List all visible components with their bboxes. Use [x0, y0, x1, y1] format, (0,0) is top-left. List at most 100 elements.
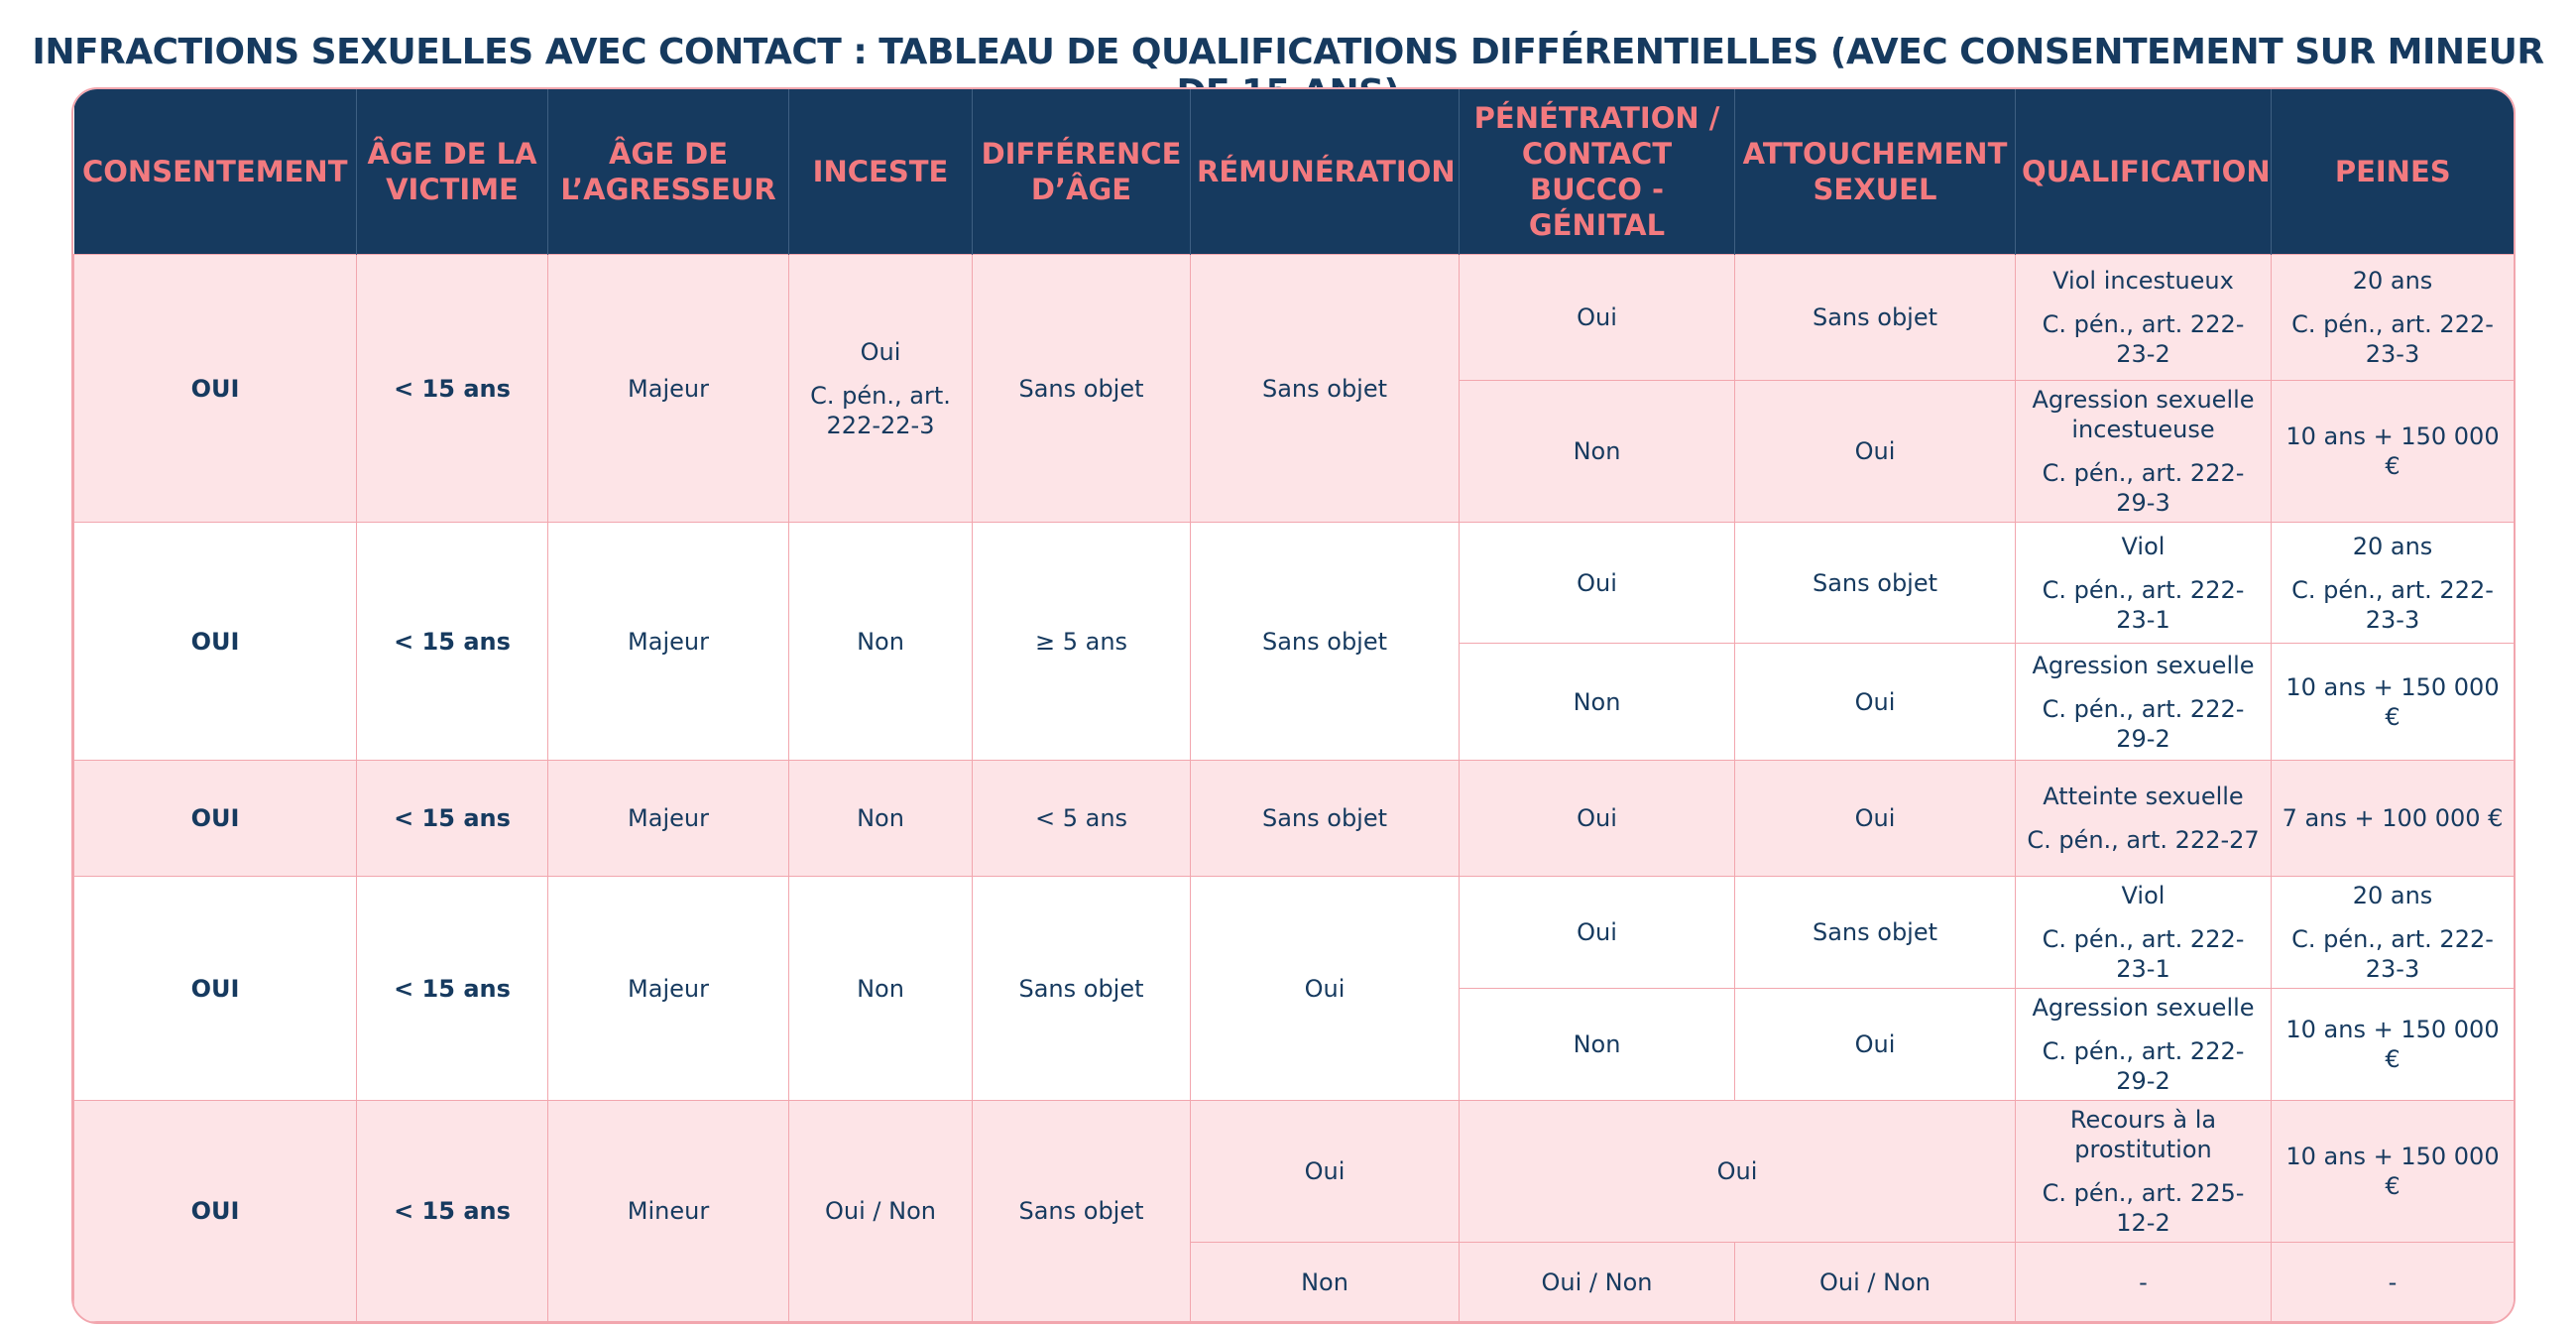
cell-line: C. pén., art. 222-29-2	[2042, 694, 2245, 753]
cell: OUI	[73, 876, 357, 1101]
cell: < 15 ans	[356, 522, 548, 761]
cell-line: Viol incestueux	[2052, 267, 2234, 295]
column-header: DIFFÉRENCE D’ÂGE	[972, 89, 1191, 255]
cell: Recours à la prostitution C. pén., art. 2…	[2015, 1100, 2272, 1243]
cell: < 15 ans	[356, 876, 548, 1101]
column-header: QUALIFICATION	[2015, 89, 2272, 255]
cell-line: C. pén., art. 222-29-2	[2042, 1037, 2245, 1095]
cell: Oui / Non	[788, 1100, 973, 1322]
cell: -	[2015, 1242, 2272, 1322]
cell: ≥ 5 ans	[972, 522, 1191, 761]
cell-line: Atteinte sexuelle	[2043, 783, 2244, 810]
cell: Mineur	[547, 1100, 789, 1322]
cell: Non	[1459, 643, 1735, 761]
cell: Oui	[1734, 760, 2016, 877]
cell: Atteinte sexuelle C. pén., art. 222-27	[2015, 760, 2272, 877]
cell-line: C. pén., art. 222-23-1	[2042, 925, 2245, 983]
cell: Oui / Non	[1459, 1242, 1735, 1322]
column-header: PEINES	[2271, 89, 2514, 255]
cell: OUI	[73, 760, 357, 877]
cell: Non	[788, 876, 973, 1101]
cell: < 15 ans	[356, 254, 548, 523]
cell-line: Viol	[2121, 882, 2166, 909]
column-header: PÉNÉTRATION / CONTACT BUCCO -GÉNITAL	[1459, 89, 1735, 255]
cell: Agression sexuelle incestueuse C. pén., a…	[2015, 380, 2272, 523]
cell: Majeur	[547, 876, 789, 1101]
cell: < 15 ans	[356, 1100, 548, 1322]
cell: Non	[1459, 380, 1735, 523]
table-frame: CONSENTEMENT ÂGE DE LA VICTIME ÂGE DE L’AG…	[71, 87, 2516, 1324]
cell: Oui	[1190, 876, 1460, 1101]
cell: Oui	[1459, 760, 1735, 877]
cell-line: Oui	[860, 337, 901, 366]
cell: 20 ans C. pén., art. 222-23-3	[2271, 254, 2514, 381]
cell: 10 ans + 150 000 €	[2271, 380, 2514, 523]
cell: OUI	[73, 522, 357, 761]
cell: Non	[1190, 1242, 1460, 1322]
cell: Viol C. pén., art. 222-23-1	[2015, 522, 2272, 644]
cell: Oui	[1734, 988, 2016, 1101]
table-body: OUI < 15 ans Majeur Oui C. pén., art. 222-22…	[73, 254, 2514, 1322]
cell-line: C. pén., art. 222-22-3	[810, 381, 951, 439]
cell: OUI	[73, 254, 357, 523]
cell-line: C. pén., art. 222-23-3	[2291, 310, 2494, 368]
cell: Oui C. pén., art. 222-22-3	[788, 254, 973, 523]
header-row: CONSENTEMENT ÂGE DE LA VICTIME ÂGE DE L’AG…	[73, 89, 2514, 255]
cell: OUI	[73, 1100, 357, 1322]
cell-line: C. pén., art. 222-27	[2027, 826, 2260, 854]
cell-line: C. pén., art. 222-23-1	[2042, 575, 2245, 634]
table-row: OUI < 15 ans Majeur Non Sans objet Oui Oui Sans…	[73, 876, 2514, 1101]
cell-line: Agression sexuelle	[2032, 994, 2255, 1022]
cell: Sans objet	[1734, 254, 2016, 381]
cell: Viol incestueux C. pén., art. 222-23-2	[2015, 254, 2272, 381]
cell: Majeur	[547, 522, 789, 761]
cell: Oui	[1734, 643, 2016, 761]
cell: Non	[1459, 988, 1735, 1101]
table-row: OUI < 15 ans Majeur Oui C. pén., art. 222-22…	[73, 254, 2514, 523]
cell: Oui	[1734, 380, 2016, 523]
cell: Majeur	[547, 254, 789, 523]
cell: Non	[788, 522, 973, 761]
cell-line: Agression sexuelle	[2032, 651, 2255, 679]
cell: Oui	[1459, 876, 1735, 989]
cell-line: C. pén., art. 222-23-2	[2042, 310, 2245, 368]
cell: Sans objet	[1734, 522, 2016, 644]
column-header: RÉMUNÉRATION	[1190, 89, 1460, 255]
cell: Oui / Non	[1734, 1242, 2016, 1322]
cell-line: Viol	[2121, 532, 2166, 560]
cell: Oui	[1459, 1100, 2016, 1243]
column-header: ÂGE DE L’AGRESSEUR	[547, 89, 789, 255]
cell: Sans objet	[972, 876, 1191, 1101]
table-row: Non Oui Agression sexuelle C. pén., art. 22…	[74, 643, 2514, 761]
table-row: Non Oui Agression sexuelle incestueuse C. p…	[74, 380, 2514, 523]
cell: Sans objet	[1190, 760, 1460, 877]
cell-line: C. pén., art. 222-23-3	[2291, 575, 2494, 634]
cell-line: 20 ans	[2352, 532, 2433, 560]
cell: 10 ans + 150 000 €	[2271, 988, 2514, 1101]
cell: < 15 ans	[356, 760, 548, 877]
cell-line: C. pén., art. 222-23-3	[2291, 925, 2494, 983]
cell-line: C. pén., art. 225-12-2	[2042, 1179, 2245, 1237]
cell: 7 ans + 100 000 €	[2271, 760, 2514, 877]
cell: Sans objet	[1734, 876, 2016, 989]
column-header: ÂGE DE LA VICTIME	[356, 89, 548, 255]
cell-line: C. pén., art. 222-29-3	[2042, 459, 2245, 517]
cell: < 5 ans	[972, 760, 1191, 877]
cell: -	[2271, 1242, 2514, 1322]
cell: Oui	[1459, 522, 1735, 644]
cell: 20 ans C. pén., art. 222-23-3	[2271, 876, 2514, 989]
cell: Oui	[1459, 254, 1735, 381]
column-header: CONSENTEMENT	[73, 89, 357, 255]
cell: Oui	[1190, 1100, 1460, 1243]
cell-line: Agression sexuelle incestueuse	[2032, 386, 2255, 443]
cell: Majeur	[547, 760, 789, 877]
cell: Sans objet	[972, 1100, 1191, 1322]
table-row: OUI < 15 ans Mineur Oui / Non Sans objet Oui O…	[73, 1100, 2514, 1322]
column-header: ATTOUCHEMENT SEXUEL	[1734, 89, 2016, 255]
cell: 10 ans + 150 000 €	[2271, 1100, 2514, 1243]
cell: Non	[788, 760, 973, 877]
cell-line: 20 ans	[2352, 267, 2433, 295]
cell: 20 ans C. pén., art. 222-23-3	[2271, 522, 2514, 644]
table-row: Non Oui / Non Oui / Non - -	[74, 1242, 2514, 1322]
